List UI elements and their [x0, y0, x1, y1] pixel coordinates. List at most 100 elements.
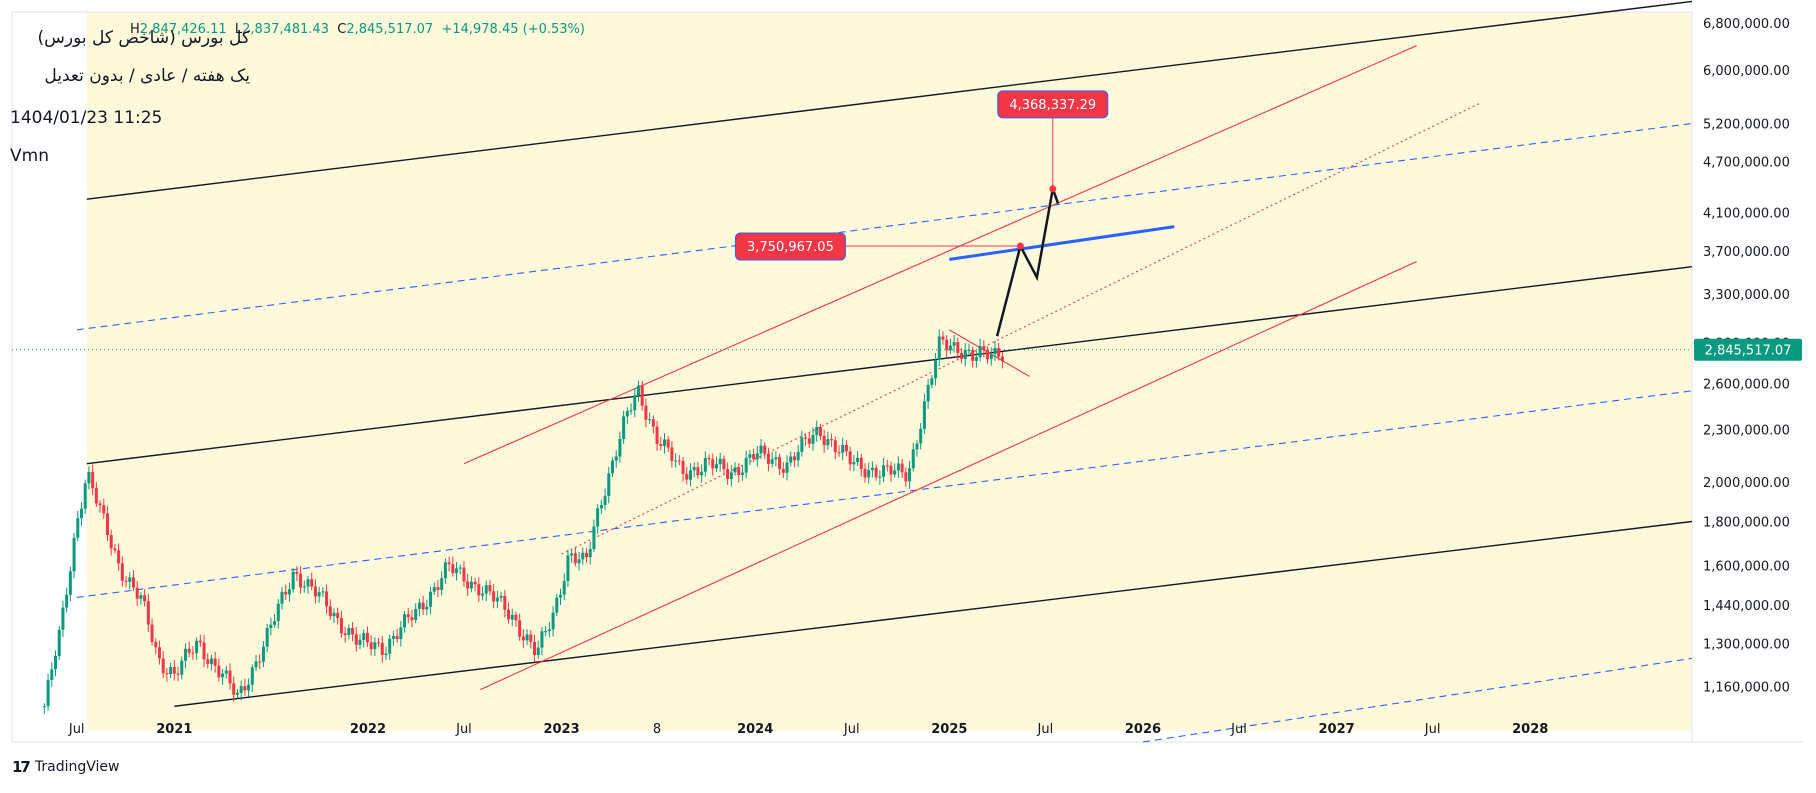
candle-body: [882, 465, 886, 477]
change-value: +14,978.45 (+0.53%): [441, 22, 585, 37]
candle-body: [648, 419, 652, 421]
candle-body: [934, 359, 938, 379]
candle-body: [974, 357, 978, 361]
candle-body: [492, 591, 496, 602]
time-tick-label: 2024: [737, 722, 773, 737]
candle-body: [384, 653, 388, 656]
candle-body: [310, 579, 314, 587]
tradingview-logo-icon: 17: [12, 758, 31, 776]
trend-line-red-short: [949, 329, 1030, 377]
candle-body: [143, 595, 147, 602]
high-value: 2,847,426.11: [139, 22, 227, 37]
price-axis[interactable]: 1,160,000.00 1,300,000.00 1,440,000.00 1,60…: [1694, 17, 1802, 695]
candle-body: [105, 513, 109, 536]
time-tick-label: 2021: [156, 722, 192, 737]
candle-body: [455, 568, 459, 574]
candle-body: [982, 346, 986, 350]
candle-body: [703, 457, 707, 472]
candle-body: [770, 459, 774, 464]
candle-body: [807, 438, 811, 444]
target-label: 3,750,967.05: [747, 240, 834, 255]
candle-body: [507, 609, 511, 620]
candle-body: [295, 571, 299, 574]
candle-body: [451, 564, 455, 574]
candle-body: [945, 339, 949, 351]
brand-name: TradingView: [34, 759, 120, 775]
candle-body: [276, 603, 280, 622]
trend-line-dashed-lower: [1142, 657, 1693, 743]
candle-body: [789, 456, 793, 463]
symbol-subtitle: یک هفته / عادی / بدون تعدیل: [44, 66, 250, 86]
candle-body: [180, 660, 184, 675]
candle-body: [68, 571, 72, 595]
target-label-box: [997, 90, 1109, 119]
candle-body: [343, 633, 347, 635]
candle-body: [692, 467, 696, 471]
candle-body: [566, 555, 570, 581]
candle-body: [852, 462, 856, 465]
time-tick-label: Jul: [1230, 722, 1247, 737]
candle-body: [714, 464, 718, 469]
candle-body: [124, 580, 128, 582]
time-tick-label: 2025: [931, 722, 967, 737]
price-tick-label: 6,000,000.00: [1703, 64, 1790, 79]
target-label: 4,368,337.29: [1009, 98, 1096, 113]
candle-body: [536, 647, 540, 656]
candle-body: [926, 384, 930, 402]
candle-body: [287, 589, 291, 595]
time-axis[interactable]: Jul 2021 2022 Jul 2023 8 2024 Jul 2025 Jul 2026 Jul…: [68, 722, 1548, 737]
price-tick-label: 2,300,000.00: [1703, 424, 1790, 439]
candle-body: [755, 453, 759, 460]
candle-body: [328, 606, 332, 617]
candle-body: [655, 426, 659, 445]
candle-body: [191, 652, 195, 654]
candle-body: [941, 336, 945, 340]
candle-body: [109, 535, 113, 549]
candle-body: [733, 467, 737, 473]
candle-body: [815, 426, 819, 435]
candle-body: [484, 585, 488, 594]
candle-body: [681, 460, 685, 474]
candle-body: [169, 667, 173, 675]
candle-body: [414, 609, 418, 621]
volume-label: Vmn: [10, 146, 49, 166]
candle-body: [766, 453, 770, 464]
candle-body: [239, 686, 243, 693]
candle-body: [533, 641, 537, 656]
candle-body: [351, 627, 355, 635]
high-label: H: [130, 22, 140, 37]
candle-body: [948, 345, 952, 351]
low-label: L: [234, 22, 243, 37]
candle-body: [752, 454, 756, 460]
candle-body: [358, 639, 362, 645]
trend-line-dashed-middle: [76, 390, 1693, 599]
candle-body: [711, 459, 715, 469]
candle-body: [425, 606, 429, 610]
tradingview-logo[interactable]: 17 TradingView: [12, 758, 119, 776]
candle-body: [778, 457, 782, 469]
price-labels-layer: 3,750,967.05 4,368,337.29: [734, 90, 1109, 261]
candle-body: [213, 658, 217, 666]
candle-body: [781, 468, 785, 473]
candle-body: [971, 350, 975, 361]
candle-body: [908, 468, 912, 482]
candle-body: [922, 401, 926, 429]
candle-body: [889, 465, 893, 475]
projection-arrow: [995, 184, 1060, 337]
candle-body: [618, 438, 622, 457]
candle-body: [217, 665, 221, 678]
price-tick-label: 6,800,000.00: [1703, 17, 1790, 32]
price-tick-label: 5,200,000.00: [1703, 118, 1790, 133]
candle-body: [157, 647, 161, 659]
price-tick-label: 3,300,000.00: [1703, 288, 1790, 303]
candle-body: [258, 661, 262, 663]
trend-lines-layer: [12, 0, 1693, 743]
candle-body: [521, 636, 525, 641]
candle-body: [187, 648, 191, 653]
candle-body: [306, 579, 310, 587]
candle-body: [540, 631, 544, 648]
candle-body: [559, 594, 563, 598]
candle-body: [399, 627, 403, 640]
